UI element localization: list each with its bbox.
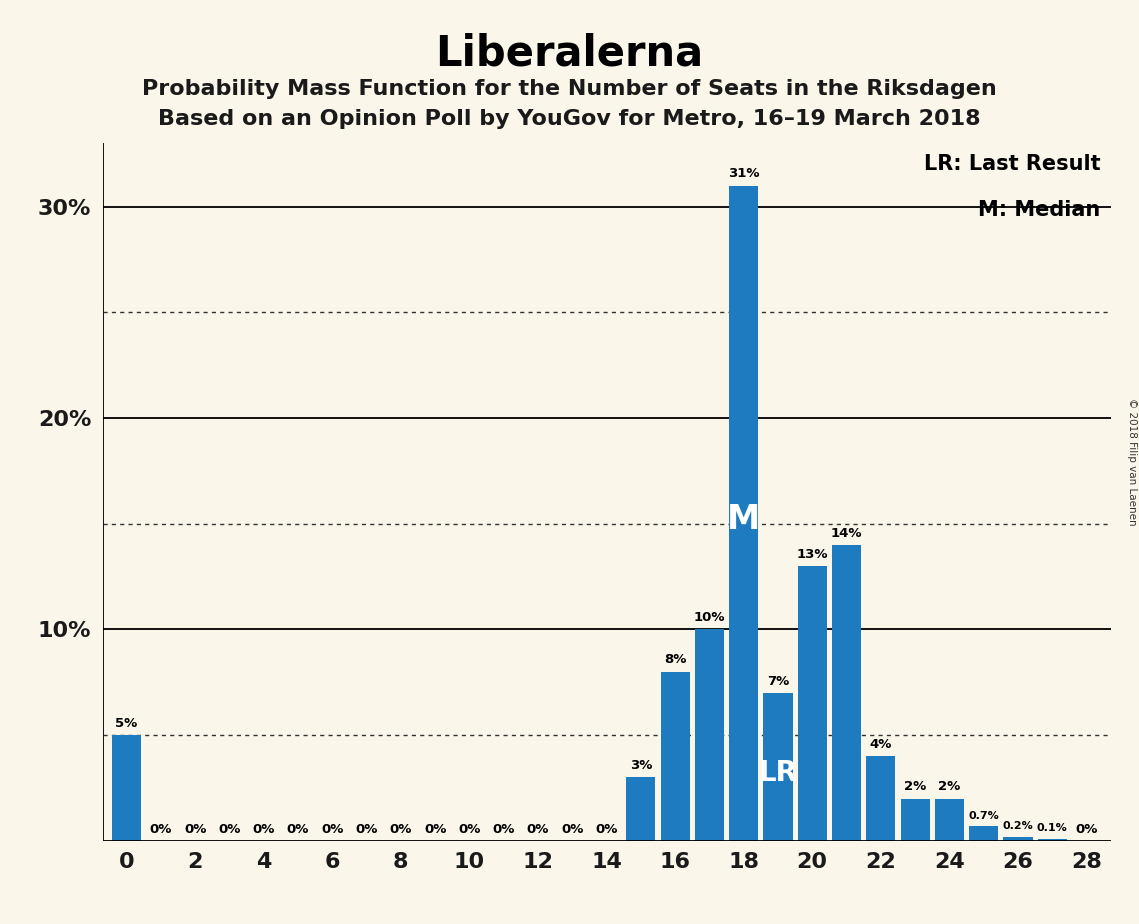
Bar	[1003, 836, 1033, 841]
Bar	[661, 672, 689, 841]
Text: 10%: 10%	[694, 611, 726, 624]
Bar	[626, 777, 655, 841]
Text: 8%: 8%	[664, 653, 687, 666]
Bar	[901, 798, 929, 841]
Bar	[867, 756, 895, 841]
Bar	[729, 186, 759, 841]
Text: M: M	[727, 503, 761, 536]
Text: 0%: 0%	[219, 822, 240, 835]
Text: 14%: 14%	[830, 527, 862, 540]
Text: 0.1%: 0.1%	[1036, 823, 1067, 833]
Text: 0%: 0%	[596, 822, 617, 835]
Text: LR: Last Result: LR: Last Result	[924, 153, 1100, 174]
Bar	[831, 545, 861, 841]
Text: 31%: 31%	[728, 167, 760, 180]
Text: Probability Mass Function for the Number of Seats in the Riksdagen: Probability Mass Function for the Number…	[142, 79, 997, 99]
Bar	[112, 736, 141, 841]
Text: 0%: 0%	[183, 822, 206, 835]
Text: 0%: 0%	[492, 822, 515, 835]
Text: 3%: 3%	[630, 760, 652, 772]
Bar	[935, 798, 964, 841]
Text: M: Median: M: Median	[978, 201, 1100, 220]
Text: 0%: 0%	[253, 822, 274, 835]
Bar	[797, 566, 827, 841]
Bar	[969, 826, 998, 841]
Text: 0%: 0%	[526, 822, 549, 835]
Text: 2%: 2%	[904, 780, 926, 794]
Text: 0%: 0%	[287, 822, 309, 835]
Text: 0%: 0%	[424, 822, 446, 835]
Text: 0%: 0%	[321, 822, 344, 835]
Text: 0%: 0%	[149, 822, 172, 835]
Text: © 2018 Filip van Laenen: © 2018 Filip van Laenen	[1126, 398, 1137, 526]
Text: 0.2%: 0.2%	[1002, 821, 1033, 832]
Text: 4%: 4%	[869, 738, 892, 751]
Text: 0%: 0%	[390, 822, 412, 835]
Text: Liberalerna: Liberalerna	[435, 32, 704, 74]
Text: 7%: 7%	[767, 675, 789, 687]
Bar	[763, 693, 793, 841]
Text: 0%: 0%	[355, 822, 378, 835]
Text: 0.7%: 0.7%	[968, 810, 999, 821]
Text: 0%: 0%	[562, 822, 583, 835]
Text: 2%: 2%	[939, 780, 960, 794]
Text: Based on an Opinion Poll by YouGov for Metro, 16–19 March 2018: Based on an Opinion Poll by YouGov for M…	[158, 109, 981, 129]
Text: LR: LR	[759, 760, 797, 787]
Bar	[695, 629, 724, 841]
Text: 5%: 5%	[115, 717, 138, 730]
Text: 13%: 13%	[796, 548, 828, 561]
Text: 0%: 0%	[1075, 822, 1098, 835]
Bar	[1038, 839, 1067, 841]
Text: 0%: 0%	[458, 822, 481, 835]
